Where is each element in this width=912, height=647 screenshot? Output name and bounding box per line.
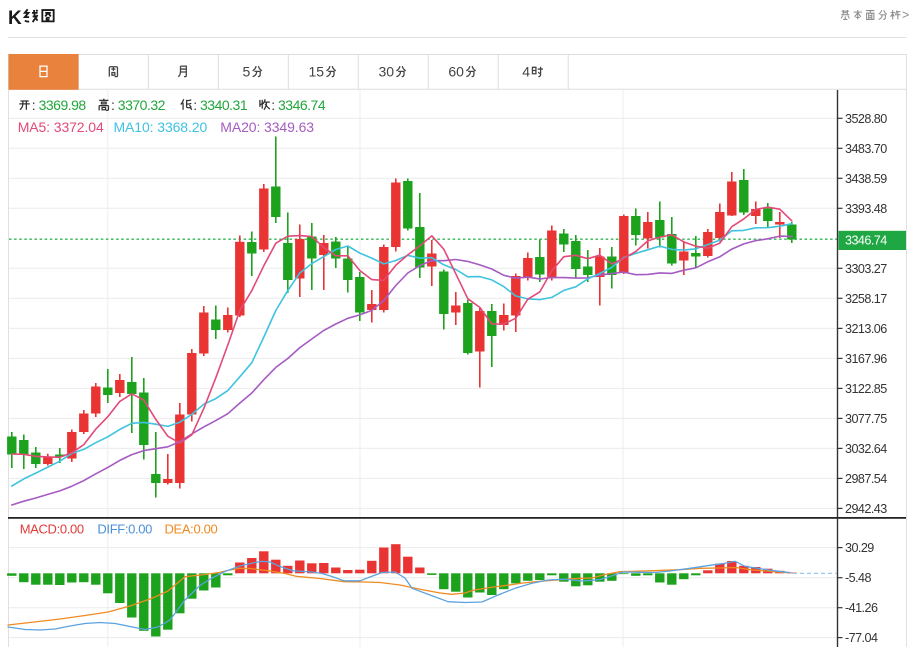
svg-text:>: > [902, 8, 909, 22]
svg-text:K: K [8, 8, 22, 29]
svg-text:3032.64: 3032.64 [845, 442, 887, 456]
svg-text:MA5: 3372.04: MA5: 3372.04 [18, 119, 104, 135]
svg-text:3258.17: 3258.17 [845, 292, 887, 306]
svg-text:3346.74: 3346.74 [845, 234, 887, 248]
svg-text:30: 30 [379, 63, 395, 79]
svg-text:MACD:0.00: MACD:0.00 [20, 522, 84, 537]
svg-text:30.29: 30.29 [845, 541, 874, 555]
svg-text:MA20: 3349.63: MA20: 3349.63 [220, 119, 314, 135]
svg-text:3393.48: 3393.48 [845, 202, 887, 216]
svg-text:DIFF:0.00: DIFF:0.00 [97, 522, 152, 537]
svg-text:3340.31: 3340.31 [200, 97, 248, 113]
svg-text::: : [193, 97, 197, 113]
svg-text::: : [32, 97, 36, 113]
svg-text:3346.74: 3346.74 [278, 97, 326, 113]
svg-text:MA10: 3368.20: MA10: 3368.20 [114, 119, 208, 135]
svg-text:3438.59: 3438.59 [845, 172, 887, 186]
svg-text:3528.80: 3528.80 [845, 112, 887, 126]
svg-text:3167.96: 3167.96 [845, 352, 887, 366]
svg-text:2942.43: 2942.43 [845, 502, 887, 516]
svg-text:2987.54: 2987.54 [845, 472, 887, 486]
svg-text::: : [111, 97, 115, 113]
svg-text:-77.04: -77.04 [845, 631, 878, 645]
svg-text:-41.26: -41.26 [845, 601, 878, 615]
svg-text:60: 60 [448, 63, 464, 79]
svg-text:3369.98: 3369.98 [39, 97, 87, 113]
svg-text:3370.32: 3370.32 [118, 97, 166, 113]
svg-text:5: 5 [243, 63, 251, 79]
svg-text:3303.27: 3303.27 [845, 262, 887, 276]
svg-text:3077.75: 3077.75 [845, 412, 887, 426]
svg-text:15: 15 [309, 63, 325, 79]
svg-text:3213.06: 3213.06 [845, 322, 887, 336]
svg-text:3483.70: 3483.70 [845, 142, 887, 156]
svg-text:3122.85: 3122.85 [845, 382, 887, 396]
svg-text:4: 4 [522, 63, 530, 79]
svg-text:-5.48: -5.48 [845, 571, 872, 585]
svg-text:DEA:0.00: DEA:0.00 [165, 522, 218, 537]
svg-text::: : [271, 97, 275, 113]
